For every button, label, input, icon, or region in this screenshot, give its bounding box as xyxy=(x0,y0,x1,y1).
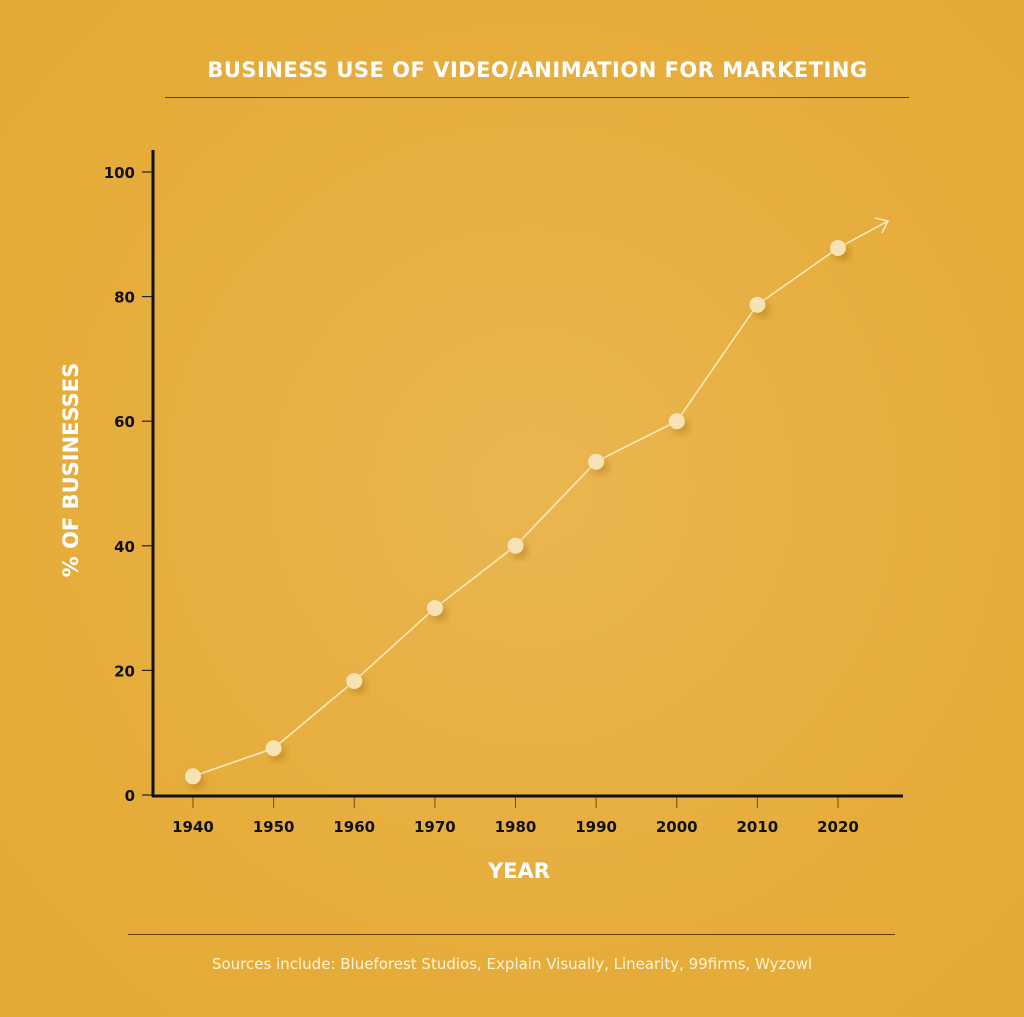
x-tick-label: 1960 xyxy=(333,818,375,836)
x-tick-label: 1940 xyxy=(172,818,214,836)
y-tick-label: 80 xyxy=(114,289,135,307)
y-tick-label: 60 xyxy=(114,413,135,431)
data-point xyxy=(668,413,685,430)
y-tick-label: 40 xyxy=(114,538,135,556)
trend-arrowhead xyxy=(874,217,890,234)
x-tick-label: 1950 xyxy=(253,818,295,836)
x-tick-label: 2000 xyxy=(656,818,698,836)
data-point xyxy=(507,537,524,554)
data-point xyxy=(588,453,605,470)
sources-note: Sources include: Blueforest Studios, Exp… xyxy=(211,955,813,973)
x-tick-label: 1990 xyxy=(575,818,617,836)
x-tick-label: 2010 xyxy=(737,818,779,836)
data-point xyxy=(346,672,363,689)
data-point xyxy=(830,240,846,257)
x-tick-label: 2020 xyxy=(817,818,859,836)
y-tick-label: 100 xyxy=(104,164,135,182)
y-tick-label: 20 xyxy=(114,662,135,680)
title-divider xyxy=(165,97,909,98)
x-tick-label: 1980 xyxy=(495,818,537,836)
y-tick-label: 0 xyxy=(125,787,135,805)
chart-title: BUSINESS USE OF VIDEO/ANIMATION FOR MARK… xyxy=(207,58,868,82)
data-point xyxy=(426,600,443,617)
data-point xyxy=(265,740,282,757)
footer-divider xyxy=(128,934,895,935)
x-axis-label: YEAR xyxy=(487,859,550,883)
y-axis-label: % OF BUSINESSES xyxy=(59,363,83,578)
data-point xyxy=(185,768,201,785)
data-point xyxy=(749,296,766,313)
series-line xyxy=(192,220,889,778)
x-tick-label: 1970 xyxy=(414,818,456,836)
